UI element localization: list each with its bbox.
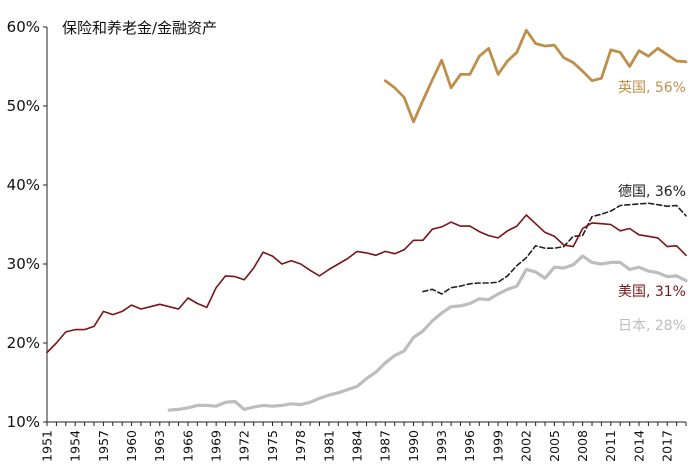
series-line-美国 [46, 214, 687, 354]
chart-title: 保险和养老金/金融资产 [62, 19, 217, 37]
x-tick-label: 1969 [209, 430, 224, 462]
x-tick-label: 2017 [660, 430, 675, 462]
x-tick-label: 1957 [96, 430, 111, 462]
x-tick-label: 2005 [547, 430, 562, 462]
x-tick-label: 1954 [68, 430, 83, 462]
x-tick-label: 1963 [152, 430, 167, 462]
x-tick-label: 1987 [378, 430, 393, 462]
y-tick-label: 20% [7, 334, 40, 352]
x-tick-label: 2008 [575, 430, 590, 462]
series-layer [46, 28, 688, 412]
x-tick-label: 2014 [631, 430, 646, 462]
series-end-label: 德国, 36% [618, 184, 686, 200]
series-line-日本 [167, 254, 688, 412]
x-tick-label: 1990 [406, 430, 421, 462]
x-tick-label: 1993 [434, 430, 449, 462]
series-end-label: 日本, 28% [618, 318, 686, 334]
x-tick-label: 1966 [180, 430, 195, 462]
x-tick-label: 1999 [490, 430, 505, 462]
series-line-德国 [422, 202, 687, 295]
axes: 10% 20% 30% 40% 50% 60% 1951 1954 1957 1960 1963 19… [7, 18, 687, 462]
series-end-label: 美国, 31% [618, 284, 686, 300]
x-tick-label: 2011 [603, 430, 618, 462]
x-tick-label: 1975 [265, 430, 280, 462]
x-tick-label: 1984 [349, 430, 364, 462]
labels-layer: 英国, 56% 德国, 36% 美国, 31% 日本, 28% [618, 79, 686, 334]
y-tick-label: 30% [7, 255, 40, 273]
x-tick-label: 1972 [237, 430, 252, 462]
x-tick-label: 2002 [519, 430, 534, 462]
x-tick-label: 1996 [462, 430, 477, 462]
y-tick-label: 10% [7, 413, 40, 431]
y-tick-label: 40% [7, 176, 40, 194]
x-tick-label: 1978 [293, 430, 308, 462]
series-end-label: 英国, 56% [618, 79, 686, 96]
x-tick-label: 1981 [321, 430, 336, 462]
y-tick-label: 50% [7, 97, 40, 115]
x-tick-label: 1960 [124, 430, 139, 462]
x-tick-label: 1951 [39, 430, 54, 462]
y-tick-label: 60% [7, 18, 40, 36]
series-line-英国 [383, 28, 688, 124]
